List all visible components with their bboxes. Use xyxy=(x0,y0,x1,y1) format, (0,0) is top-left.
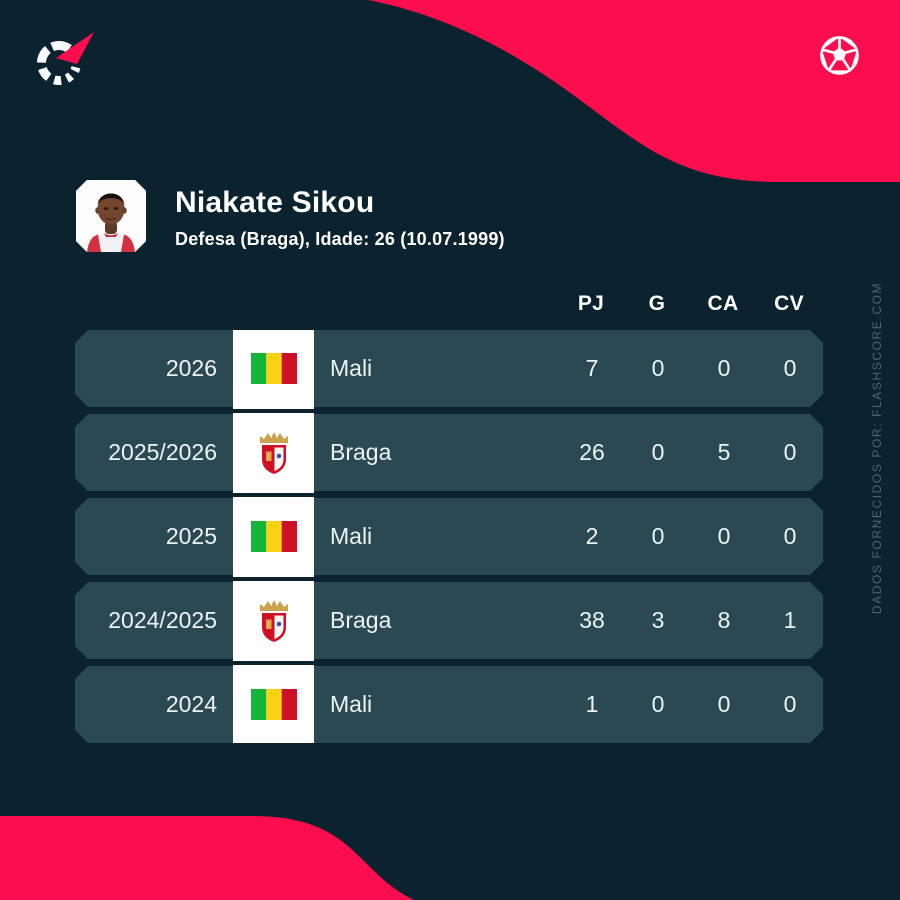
table-row: 2026 Mali 7 0 0 0 xyxy=(75,330,823,407)
flashscore-logo-icon xyxy=(37,32,94,85)
season-label: 2025/2026 xyxy=(108,439,217,465)
team-badge-cell xyxy=(233,330,314,407)
braga-crest-icon xyxy=(259,431,288,474)
table-row: 2025/2026 Braga 26 0 5 xyxy=(75,414,823,491)
row-divider xyxy=(233,492,314,497)
stat-pj: 38 xyxy=(579,607,605,633)
team-name: Braga xyxy=(330,607,392,633)
season-label: 2026 xyxy=(165,355,217,381)
header-cv: CV xyxy=(774,292,804,315)
team-name: Mali xyxy=(330,691,373,717)
stat-g: 0 xyxy=(651,523,665,549)
stat-cv: 0 xyxy=(783,439,797,465)
soccer-ball-icon xyxy=(820,36,859,75)
stat-g: 0 xyxy=(651,439,665,465)
stat-cv: 0 xyxy=(783,355,797,381)
header-g: G xyxy=(648,292,666,315)
avatar-photo xyxy=(76,180,146,252)
stats-header-row: PJ G CA CV xyxy=(558,291,822,317)
player-avatar xyxy=(76,180,146,252)
stat-pj: 2 xyxy=(585,523,599,549)
mali-flag-icon xyxy=(250,689,297,720)
row-divider xyxy=(233,576,314,581)
seasons-table: 2026 Mali 7 0 0 0 2025/2026 xyxy=(75,330,823,750)
team-name: Mali xyxy=(330,355,373,381)
team-badge-cell xyxy=(233,666,314,743)
stat-g: 0 xyxy=(651,355,665,381)
team-badge-cell xyxy=(233,582,314,659)
header-ca: CA xyxy=(707,292,739,315)
table-row: 2025 Mali 2 0 0 0 xyxy=(75,498,823,575)
stat-ca: 5 xyxy=(717,439,731,465)
player-name: Niakate Sikou xyxy=(175,186,375,219)
stat-cv: 1 xyxy=(783,607,797,633)
team-badge-cell xyxy=(233,498,314,575)
stat-cv: 0 xyxy=(783,691,797,717)
pink-swoosh-bottom-left xyxy=(0,816,414,900)
stat-pj: 7 xyxy=(585,355,599,381)
credit-text: DADOS FORNECIDOS POR: FLASHSCORE.COM xyxy=(870,281,884,615)
season-label: 2024 xyxy=(165,691,217,717)
team-name: Mali xyxy=(330,523,373,549)
stat-g: 0 xyxy=(651,691,665,717)
stat-ca: 0 xyxy=(717,355,731,381)
row-divider xyxy=(233,408,314,413)
team-badge-cell xyxy=(233,414,314,491)
mali-flag-icon xyxy=(250,353,297,384)
stat-ca: 8 xyxy=(717,607,731,633)
table-row: 2024/2025 Braga 38 3 8 xyxy=(75,582,823,659)
stat-cv: 0 xyxy=(783,523,797,549)
season-label: 2025 xyxy=(165,523,217,549)
stat-g: 3 xyxy=(651,607,665,633)
table-row: 2024 Mali 1 0 0 0 xyxy=(75,666,823,743)
mali-flag-icon xyxy=(250,521,297,552)
stat-ca: 0 xyxy=(717,523,731,549)
team-name: Braga xyxy=(330,439,392,465)
season-label: 2024/2025 xyxy=(108,607,217,633)
header-pj: PJ xyxy=(577,292,605,315)
player-details: Defesa (Braga), Idade: 26 (10.07.1999) xyxy=(175,229,505,249)
row-divider xyxy=(233,660,314,665)
braga-crest-icon xyxy=(259,599,288,642)
stat-pj: 26 xyxy=(579,439,605,465)
stat-pj: 1 xyxy=(585,691,599,717)
stat-ca: 0 xyxy=(717,691,731,717)
pink-swoosh-top-right xyxy=(368,0,900,182)
